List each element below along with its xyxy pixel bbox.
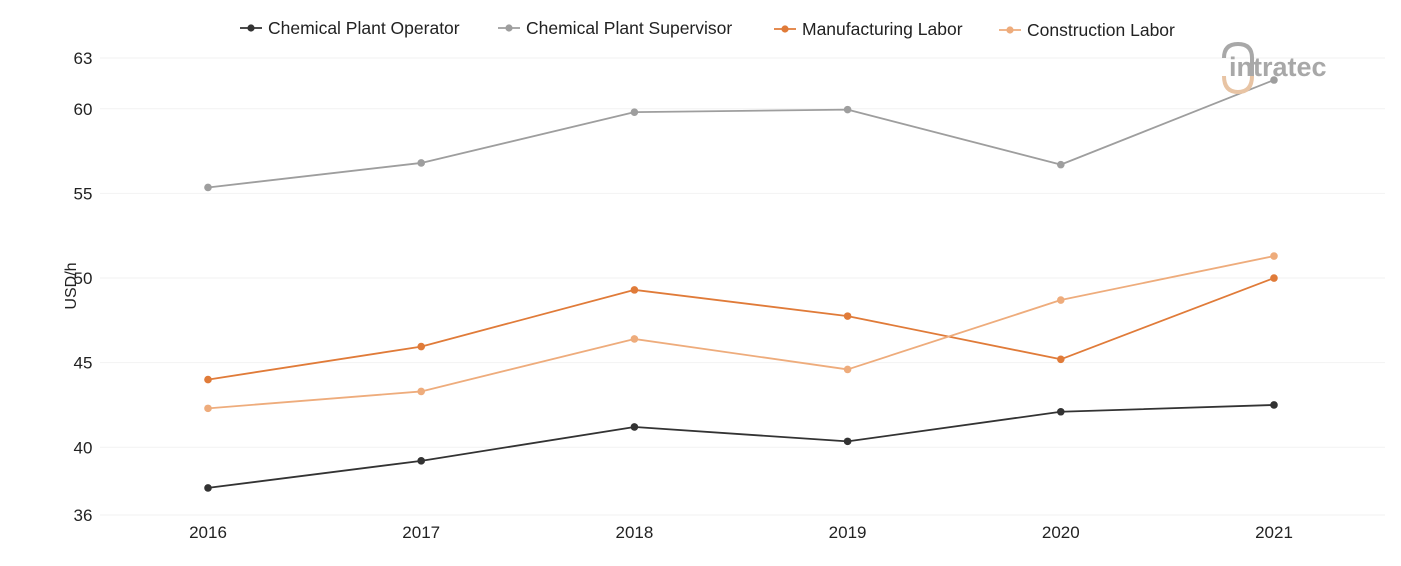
y-tick-label: 36 bbox=[74, 506, 93, 525]
legend-label: Chemical Plant Operator bbox=[268, 18, 460, 38]
data-point bbox=[630, 108, 639, 116]
data-point bbox=[1057, 355, 1065, 364]
data-point bbox=[1057, 160, 1065, 169]
x-tick-label: 2019 bbox=[829, 523, 867, 542]
data-point bbox=[417, 387, 426, 396]
data-point bbox=[204, 183, 212, 192]
data-point bbox=[843, 437, 852, 446]
legend-marker-icon bbox=[1006, 26, 1014, 34]
series-line bbox=[207, 255, 1275, 410]
y-tick-label: 60 bbox=[74, 100, 93, 119]
grid-lines bbox=[100, 57, 1385, 516]
data-point bbox=[1270, 401, 1278, 409]
x-tick-label: 2020 bbox=[1042, 523, 1080, 542]
x-tick-label: 2018 bbox=[615, 523, 653, 542]
legend-label: Manufacturing Labor bbox=[802, 19, 963, 39]
data-point bbox=[1057, 296, 1065, 304]
intratec-logo: intratec bbox=[1222, 41, 1327, 95]
logo-arc-icon bbox=[1222, 75, 1254, 95]
y-axis: 36 40 45 50 55 60 63 bbox=[74, 49, 93, 525]
legend-marker-icon bbox=[781, 25, 789, 33]
data-point bbox=[1270, 76, 1278, 84]
series-chemical-plant-operator bbox=[204, 401, 1278, 492]
y-tick-label: 40 bbox=[74, 438, 93, 457]
y-tick-label: 45 bbox=[74, 354, 93, 373]
y-tick-label: 55 bbox=[74, 184, 93, 203]
legend-item[interactable]: Manufacturing Labor bbox=[774, 19, 963, 39]
data-point bbox=[417, 159, 426, 167]
data-point bbox=[204, 404, 212, 413]
series-line bbox=[207, 277, 1275, 381]
data-point bbox=[843, 105, 852, 114]
x-axis: 2016 2017 2018 2019 2020 2021 bbox=[189, 523, 1293, 542]
legend-item[interactable]: Construction Labor bbox=[999, 20, 1175, 40]
data-point bbox=[843, 312, 852, 320]
legend-marker-icon bbox=[247, 24, 255, 32]
y-tick-label: 63 bbox=[74, 49, 93, 68]
legend-marker-icon bbox=[505, 24, 513, 32]
y-tick-label: 50 bbox=[74, 269, 93, 288]
y-axis-label: USD/h bbox=[63, 262, 80, 309]
data-point bbox=[417, 342, 426, 351]
logo-text: intratec bbox=[1229, 52, 1327, 82]
x-tick-label: 2016 bbox=[189, 523, 227, 542]
legend-item[interactable]: Chemical Plant Supervisor bbox=[498, 18, 732, 38]
legend-item[interactable]: Chemical Plant Operator bbox=[240, 18, 460, 38]
data-point bbox=[204, 375, 212, 384]
legend-label: Chemical Plant Supervisor bbox=[526, 18, 732, 38]
series-construction-labor bbox=[204, 252, 1278, 413]
data-point bbox=[1270, 252, 1278, 260]
data-point bbox=[630, 286, 639, 294]
legend[interactable]: Chemical Plant Operator Chemical Plant Su… bbox=[240, 18, 1175, 40]
data-point bbox=[1270, 274, 1278, 282]
data-point bbox=[1057, 407, 1065, 416]
series-line bbox=[207, 404, 1275, 489]
series-line bbox=[207, 79, 1275, 189]
legend-label: Construction Labor bbox=[1027, 20, 1175, 40]
series-chemical-plant-supervisor bbox=[204, 76, 1278, 192]
series-lines bbox=[204, 76, 1278, 492]
data-point bbox=[843, 365, 852, 374]
data-point bbox=[630, 423, 639, 431]
logo-swirl-icon bbox=[1222, 41, 1254, 76]
data-point bbox=[630, 335, 639, 343]
x-tick-label: 2021 bbox=[1255, 523, 1293, 542]
data-point bbox=[204, 484, 212, 492]
data-point bbox=[417, 457, 426, 465]
series-manufacturing-labor bbox=[204, 274, 1278, 384]
x-tick-label: 2017 bbox=[402, 523, 440, 542]
